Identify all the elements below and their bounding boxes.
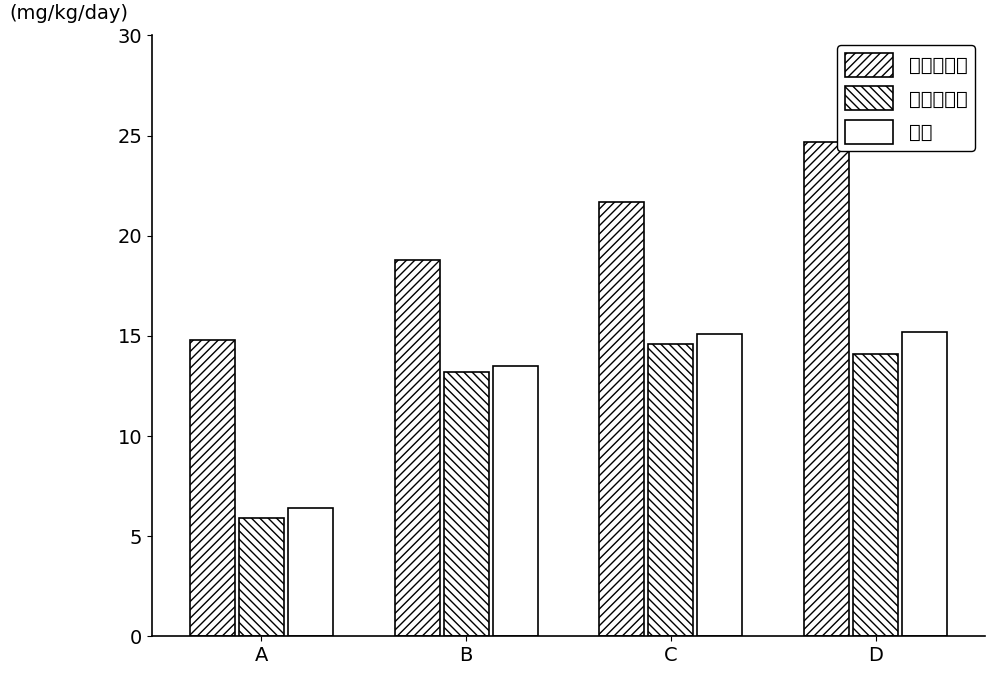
Bar (493, 366, 538, 636)
Bar (648, 344, 693, 636)
Bar (239, 518, 284, 636)
Bar (444, 372, 489, 636)
Bar (599, 202, 644, 636)
Bar (804, 141, 849, 636)
Bar (395, 260, 440, 636)
Y-axis label: (mg/kg/day): (mg/kg/day) (9, 5, 128, 23)
Bar (190, 340, 235, 636)
Bar (853, 354, 898, 636)
Bar (288, 508, 333, 636)
Bar (697, 334, 742, 636)
Bar (902, 332, 947, 636)
Legend: 易分解组分, 耐分解组分, 原土: 易分解组分, 耐分解组分, 原土 (837, 45, 975, 152)
